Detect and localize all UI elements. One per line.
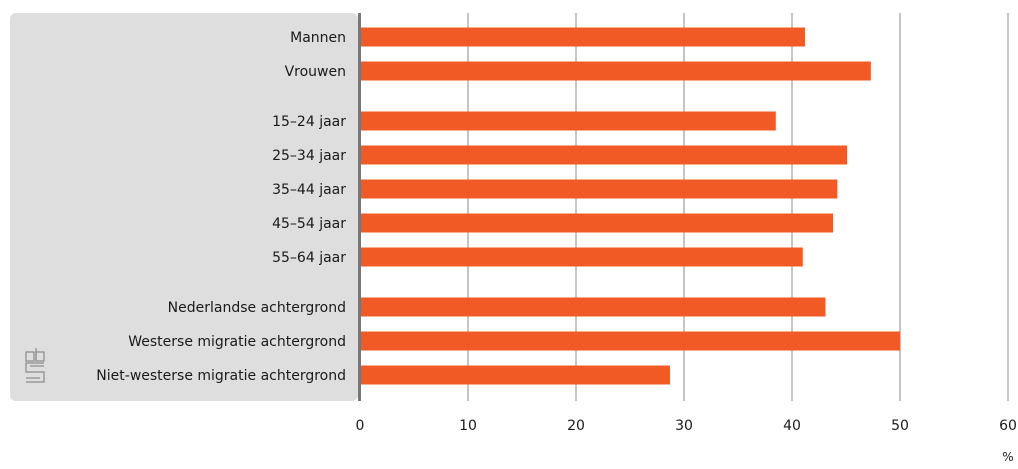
category-label: 45–54 jaar (272, 216, 346, 232)
bar (360, 247, 803, 267)
x-tick-label: 30 (675, 418, 693, 434)
category-label: 55–64 jaar (272, 250, 346, 266)
x-tick-label: 10 (459, 418, 477, 434)
category-labels: Mannen Vrouwen 15–24 jaar 25–34 jaar 35–44 j… (96, 30, 346, 384)
category-label: Westerse migratie achtergrond (128, 334, 346, 350)
x-unit-label: % (1002, 450, 1013, 464)
bar (360, 213, 834, 233)
x-tick-label: 50 (891, 418, 909, 434)
category-label: 35–44 jaar (272, 182, 346, 198)
category-label: 15–24 jaar (272, 114, 346, 130)
x-tick-label: 40 (783, 418, 801, 434)
category-label: 25–34 jaar (272, 148, 346, 164)
x-tick-label: 60 (999, 418, 1017, 434)
label-panel (10, 13, 358, 401)
bar (360, 365, 670, 385)
bar (360, 61, 871, 81)
category-label: Mannen (290, 30, 346, 46)
bar (360, 297, 826, 317)
bar (360, 27, 805, 47)
x-tick-labels: 0 10 20 30 40 50 60 (356, 418, 1017, 434)
bar (360, 179, 838, 199)
y-axis-line (358, 13, 361, 401)
category-label: Niet-westerse migratie achtergrond (96, 368, 346, 384)
category-label: Nederlandse achtergrond (168, 300, 346, 316)
bar (360, 111, 776, 131)
bars (360, 27, 900, 385)
cbs-logo-icon (25, 348, 45, 383)
x-tick-label: 20 (567, 418, 585, 434)
category-label: Vrouwen (285, 64, 346, 80)
x-tick-label: 0 (356, 418, 365, 434)
bar (360, 145, 848, 165)
bar (360, 331, 900, 351)
